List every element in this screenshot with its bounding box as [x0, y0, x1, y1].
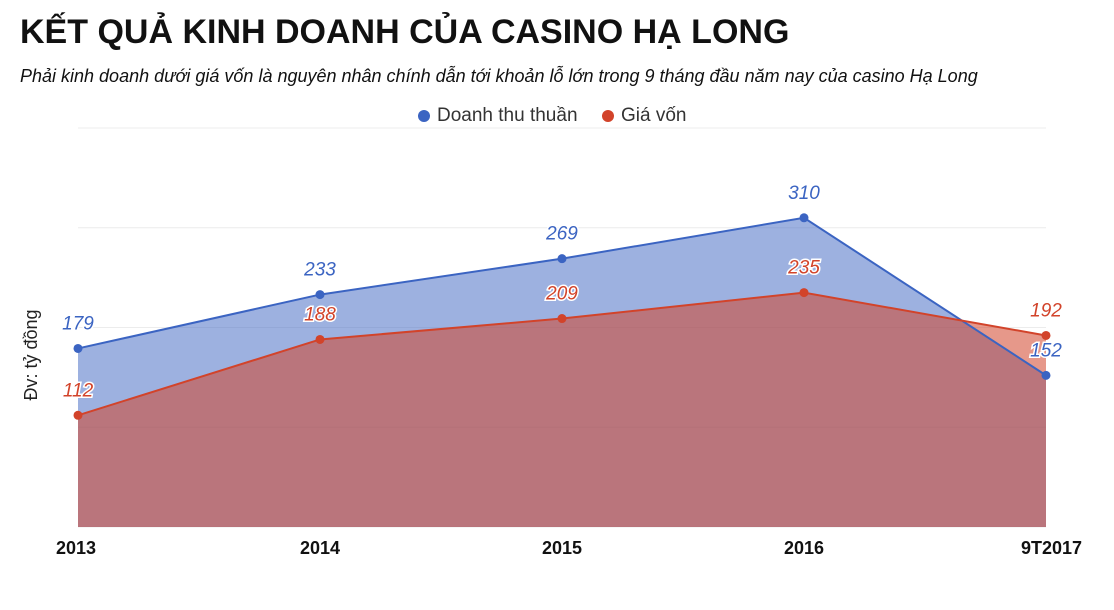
data-label: 233 — [303, 260, 336, 281]
x-tick-label: 9T2017 — [1021, 538, 1082, 558]
area — [78, 292, 1046, 527]
x-tick-label: 2016 — [784, 538, 824, 558]
chart-subtitle: Phải kinh doanh dưới giá vốn là nguyên n… — [20, 66, 978, 86]
x-tick-label: 2015 — [542, 538, 582, 558]
legend-marker — [602, 110, 614, 122]
point — [557, 254, 567, 264]
point — [73, 410, 83, 420]
point — [1041, 370, 1051, 380]
data-label: 209 — [545, 284, 578, 305]
point — [315, 334, 325, 344]
data-label: 192 — [1030, 300, 1062, 321]
data-label: 235 — [787, 258, 820, 279]
chart-title: KẾT QUẢ KINH DOANH CỦA CASINO HẠ LONG — [20, 13, 789, 51]
point — [315, 290, 325, 300]
point — [799, 288, 809, 298]
legend-label: Giá vốn — [621, 105, 686, 126]
legend-marker — [418, 110, 430, 122]
x-tick-label: 2013 — [56, 538, 96, 558]
data-label: 310 — [788, 183, 820, 204]
data-label: 179 — [62, 313, 94, 334]
legend-label: Doanh thu thuần — [437, 105, 578, 126]
point — [557, 314, 567, 324]
x-tick-label: 2014 — [300, 538, 340, 558]
data-label: 269 — [545, 224, 578, 245]
data-label: 188 — [304, 304, 336, 325]
data-label: 152 — [1030, 340, 1062, 361]
point — [1041, 330, 1051, 340]
point — [799, 213, 809, 223]
data-label: 112 — [63, 380, 94, 401]
point — [73, 343, 83, 353]
y-axis-label: Đv: tỷ đồng — [21, 309, 41, 400]
